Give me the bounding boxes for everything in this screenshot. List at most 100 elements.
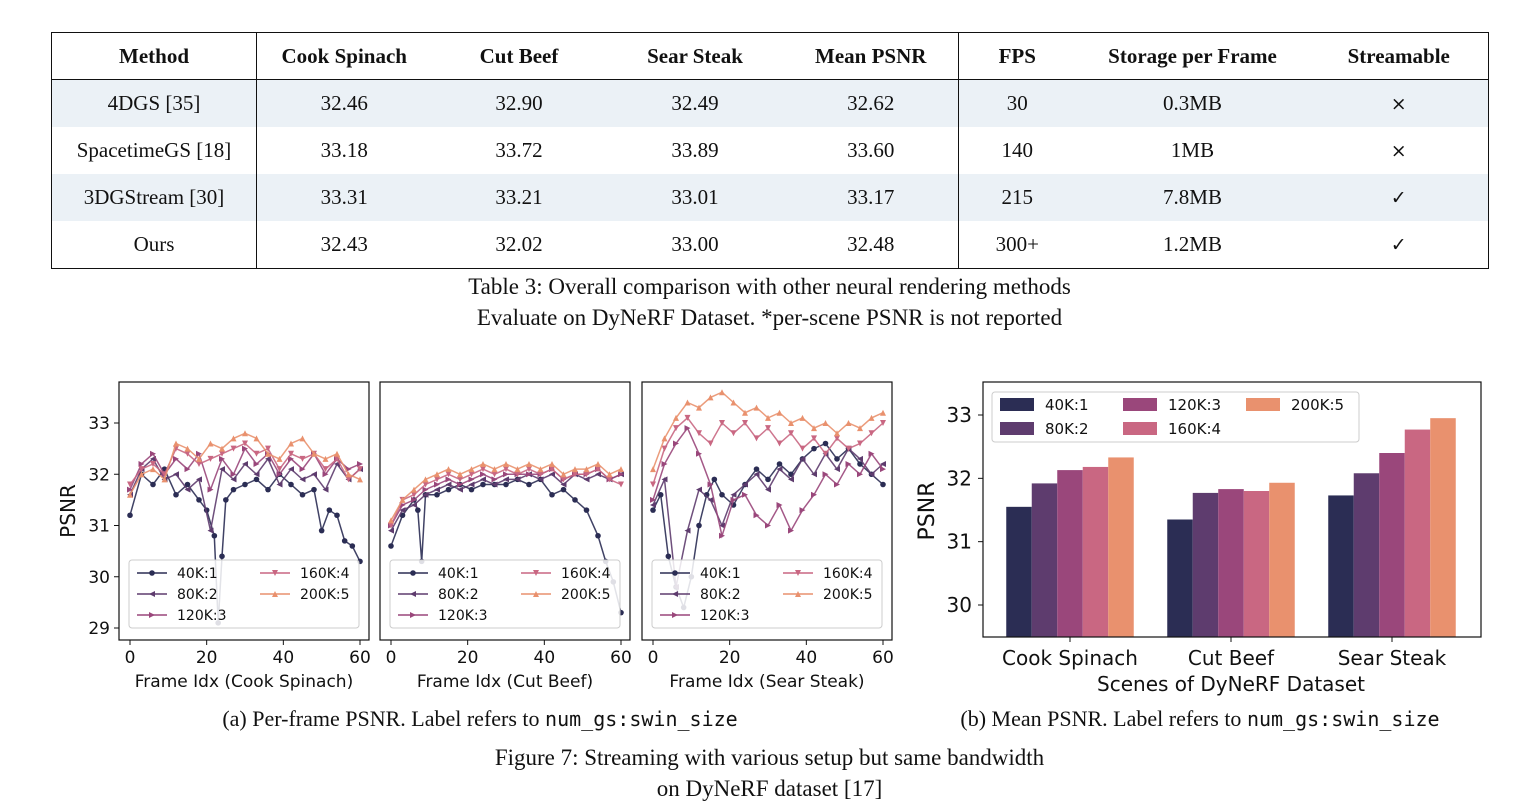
data-point <box>503 461 509 467</box>
data-point <box>514 476 521 483</box>
data-point <box>560 476 567 483</box>
y-tick-label: 31 <box>947 530 972 554</box>
line-chart-3: 0 20 40 60 Frame Idx (Sear Steak) 40K:1 80K:2 1… <box>641 381 894 692</box>
figure-caption: Figure 7: Streaming with various setup b… <box>0 742 1539 804</box>
data-point <box>253 450 260 457</box>
data-point <box>845 461 852 467</box>
bar <box>1082 466 1109 637</box>
data-point <box>219 450 225 457</box>
data-point <box>445 476 452 483</box>
table-caption-line1: Table 3: Overall comparison with other n… <box>468 274 1071 299</box>
data-point <box>606 471 613 478</box>
data-point <box>184 466 191 473</box>
data-point <box>503 476 509 483</box>
data-point <box>196 476 202 483</box>
data-point <box>811 471 817 478</box>
data-point <box>834 466 840 473</box>
line-chart-1: 0 20 40 60 29 30 31 32 33 PSNR Frame Idx (Cook Spi… <box>56 381 371 692</box>
data-point <box>288 466 294 473</box>
subcaption-a: (a) Per-frame PSNR. Label refers to num_… <box>150 706 810 732</box>
data-point <box>719 522 725 529</box>
x-tick-label: 20 <box>719 648 741 668</box>
data-point <box>399 507 406 514</box>
data-point <box>618 481 624 488</box>
data-point <box>388 522 394 529</box>
table-cell: 32.62 <box>783 79 959 127</box>
data-point <box>230 486 237 493</box>
data-point <box>788 527 794 534</box>
data-point <box>560 471 567 478</box>
data-point <box>742 481 748 488</box>
figure-caption-line1: Figure 7: Streaming with various setup b… <box>494 745 1045 770</box>
bar <box>1192 492 1219 637</box>
legend-marker <box>272 570 278 576</box>
data-point <box>242 430 248 437</box>
header-storage: Storage per Frame <box>1075 32 1310 80</box>
method-cell: 4DGS [35] <box>51 79 257 127</box>
x-tick-label: 40 <box>796 648 818 668</box>
data-point <box>665 553 672 560</box>
data-point <box>445 466 452 473</box>
bar <box>1006 506 1032 637</box>
legend-label: 160K:4 <box>1168 420 1221 438</box>
line-chart-2: 0 20 40 60 Frame Idx (Cut Beef) 40K:1 80K:2 120… <box>379 381 632 692</box>
legend-marker <box>795 591 801 597</box>
table-cell: 32.46 <box>256 79 432 127</box>
header-streamable: Streamable <box>1309 32 1489 80</box>
data-point <box>434 471 440 478</box>
bar <box>1108 457 1134 637</box>
data-point <box>230 445 237 452</box>
data-point <box>537 476 544 483</box>
x-tick-label: 60 <box>610 648 632 668</box>
table-cell: ✓ <box>1390 233 1407 256</box>
data-point <box>138 461 145 467</box>
table-row: 3DGStream [30] 33.31 33.21 33.01 33.17 215 7.8… <box>51 174 1489 221</box>
data-point <box>219 553 225 560</box>
data-point <box>526 471 532 478</box>
data-point <box>880 409 886 416</box>
bar <box>1404 429 1431 637</box>
data-point <box>311 471 317 478</box>
data-point <box>457 486 463 493</box>
data-point <box>834 456 840 462</box>
data-point <box>583 466 590 473</box>
data-point <box>230 476 237 483</box>
data-point <box>457 476 463 483</box>
legend-label: 120K:3 <box>1168 396 1221 414</box>
data-point <box>480 476 486 483</box>
data-point <box>196 497 202 503</box>
data-point <box>288 455 294 462</box>
data-point <box>276 455 283 462</box>
bar <box>1243 491 1270 637</box>
table-cell: 33.18 <box>320 138 368 162</box>
table-cell: 7.8MB <box>1075 174 1310 221</box>
legend-marker <box>795 570 801 576</box>
data-point <box>326 507 333 513</box>
data-point <box>857 471 863 478</box>
data-point <box>341 538 348 544</box>
data-point <box>388 527 394 534</box>
data-point <box>345 471 352 478</box>
legend-label: 200K:5 <box>823 587 873 603</box>
table-cell: ✓ <box>1309 174 1489 221</box>
y-tick-label: 31 <box>88 517 110 537</box>
table-cell: 33.17 <box>783 174 959 221</box>
y-tick-label: 32 <box>947 466 972 490</box>
legend-label: 120K:3 <box>438 608 488 624</box>
data-point <box>399 496 406 503</box>
data-point <box>242 440 248 447</box>
data-point <box>583 507 590 513</box>
data-point <box>211 532 218 539</box>
data-point <box>765 476 771 483</box>
data-point <box>173 471 179 478</box>
data-point <box>834 435 840 442</box>
data-point <box>811 425 817 432</box>
y-tick-label: 33 <box>947 403 972 427</box>
legend-label: 200K:5 <box>300 587 350 603</box>
data-point <box>150 481 156 488</box>
data-point <box>411 502 417 508</box>
data-point <box>457 481 463 488</box>
data-point <box>730 491 737 498</box>
data-point <box>349 543 356 549</box>
data-point <box>242 481 248 488</box>
